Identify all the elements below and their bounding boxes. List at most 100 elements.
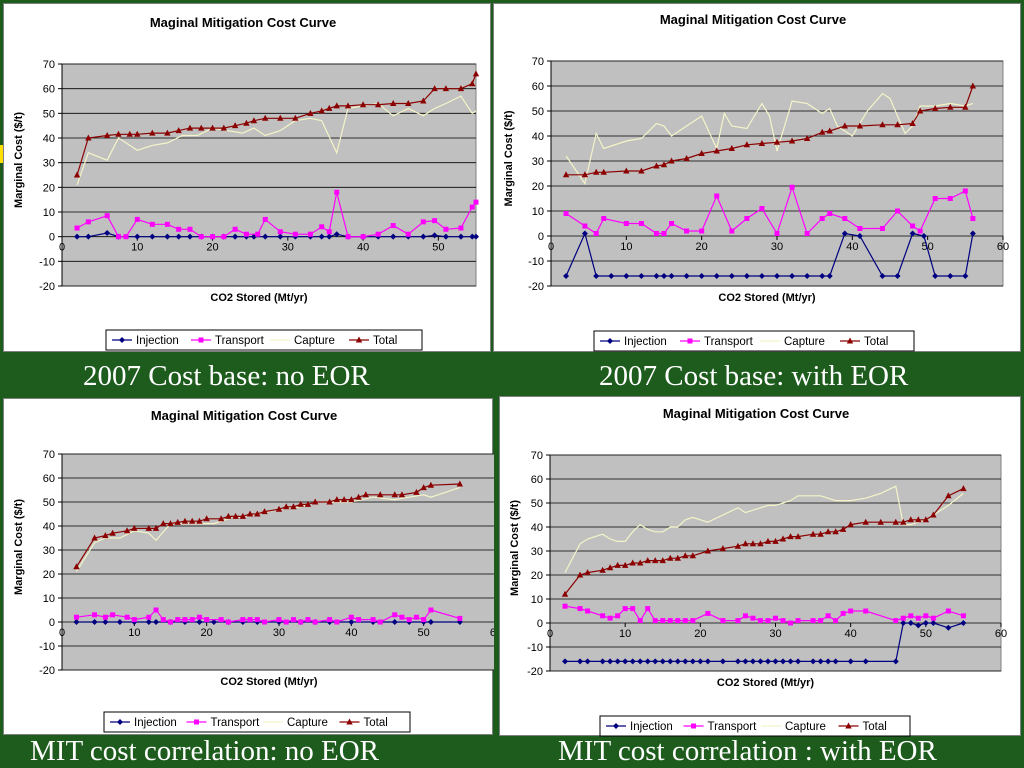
y-tick-label: 40	[531, 522, 543, 534]
data-point-transport	[682, 618, 688, 624]
data-point-transport	[134, 216, 140, 222]
data-point-total	[847, 521, 854, 528]
data-point-transport	[73, 614, 79, 620]
data-point-total	[355, 493, 362, 500]
data-point-total	[290, 503, 297, 510]
x-tick-label: 20	[696, 241, 708, 253]
data-point-total	[600, 168, 607, 175]
series-capture	[565, 92, 974, 185]
y-tick-label: 0	[538, 231, 544, 243]
data-point-injection	[742, 658, 749, 665]
data-point-injection	[962, 273, 969, 279]
data-point-total	[359, 101, 367, 108]
data-point-total	[377, 491, 384, 498]
chart-title: Maginal Mitigation Cost Curve	[151, 408, 337, 423]
data-point-transport	[420, 219, 426, 225]
data-point-transport	[375, 231, 381, 237]
legend-marker-total	[346, 718, 353, 725]
data-point-total	[167, 520, 174, 527]
x-tick-label: 0	[59, 242, 65, 254]
data-point-total	[174, 518, 181, 525]
data-point-transport	[196, 614, 202, 620]
data-point-transport	[773, 615, 778, 621]
y-tick-label: 20	[532, 181, 544, 193]
data-point-transport	[684, 228, 690, 234]
data-point-injection	[134, 233, 141, 240]
data-point-transport	[131, 617, 137, 623]
data-point-injection	[728, 273, 735, 279]
legend-marker-injection	[119, 337, 125, 343]
chart-title: Maginal Mitigation Cost Curve	[660, 12, 846, 27]
data-point-total	[743, 141, 751, 148]
data-point-transport	[473, 199, 479, 205]
data-point-injection	[698, 273, 705, 279]
data-point-total	[152, 524, 160, 531]
data-point-injection	[469, 233, 476, 240]
x-tick-label: 60	[490, 627, 494, 639]
data-point-injection	[196, 619, 203, 625]
data-point-injection	[743, 273, 750, 279]
data-point-total	[824, 528, 832, 535]
chart-panel-top-left: Maginal Mitigation Cost Curve -20 -10 0 10 20…	[3, 3, 491, 352]
data-point-total	[85, 134, 92, 141]
legend-marker-transport	[198, 337, 204, 343]
data-point-total	[160, 520, 167, 527]
data-point-transport	[102, 614, 108, 620]
data-point-transport	[370, 617, 376, 623]
data-point-total	[758, 140, 766, 146]
data-point-injection	[930, 620, 937, 626]
data-point-total	[614, 561, 621, 568]
data-point-total	[713, 147, 720, 154]
data-point-injection	[593, 273, 600, 279]
data-point-total	[333, 496, 341, 503]
data-point-transport	[765, 618, 771, 624]
data-point-total	[431, 85, 438, 92]
x-tick-label: 10	[131, 242, 143, 254]
data-point-total	[231, 122, 239, 129]
series-line-capture	[76, 95, 477, 186]
x-tick-label: 30	[282, 242, 294, 254]
data-point-injection	[668, 273, 675, 279]
data-point-total	[606, 564, 614, 571]
data-point-injection	[644, 658, 651, 665]
line-chart: Maginal Mitigation Cost Curve -20 -10 0 10 20…	[13, 15, 480, 351]
data-point-injection	[932, 273, 939, 279]
y-tick-label: -10	[528, 256, 544, 268]
series-line-capture	[564, 485, 964, 573]
data-point-injection	[442, 233, 449, 240]
data-point-transport	[356, 617, 362, 623]
legend-label-total: Total	[863, 721, 887, 733]
data-point-injection	[581, 230, 588, 237]
data-point-injection	[907, 620, 914, 626]
data-point-transport	[292, 231, 298, 237]
data-point-injection	[713, 273, 720, 279]
data-point-transport	[645, 606, 651, 612]
data-point-total	[126, 130, 133, 137]
data-point-transport	[857, 226, 863, 231]
data-point-transport	[421, 617, 427, 623]
data-point-transport	[276, 617, 282, 623]
data-point-total	[638, 167, 645, 174]
data-point-total	[413, 488, 420, 495]
data-point-transport	[262, 619, 268, 625]
data-point-transport	[262, 216, 268, 222]
legend-label-capture: Capture	[294, 335, 335, 347]
data-point-total	[427, 481, 435, 488]
data-point-total	[232, 512, 239, 519]
x-tick-label: 0	[548, 241, 554, 253]
x-tick-label: 40	[845, 628, 857, 640]
y-tick-label: -20	[527, 666, 543, 678]
data-point-total	[841, 122, 848, 129]
data-point-injection	[804, 273, 811, 279]
data-point-transport	[699, 228, 705, 234]
data-point-transport	[735, 618, 741, 624]
legend-marker-injection	[613, 723, 619, 729]
data-point-transport	[168, 619, 173, 625]
y-tick-label: 30	[532, 156, 544, 168]
data-point-injection	[584, 658, 591, 665]
data-point-injection	[74, 233, 81, 240]
line-chart: Maginal Mitigation Cost Curve -20 -10 0 10 20…	[503, 12, 1009, 352]
data-point-injection	[622, 658, 629, 665]
data-point-injection	[391, 619, 398, 625]
data-point-transport	[146, 614, 152, 620]
